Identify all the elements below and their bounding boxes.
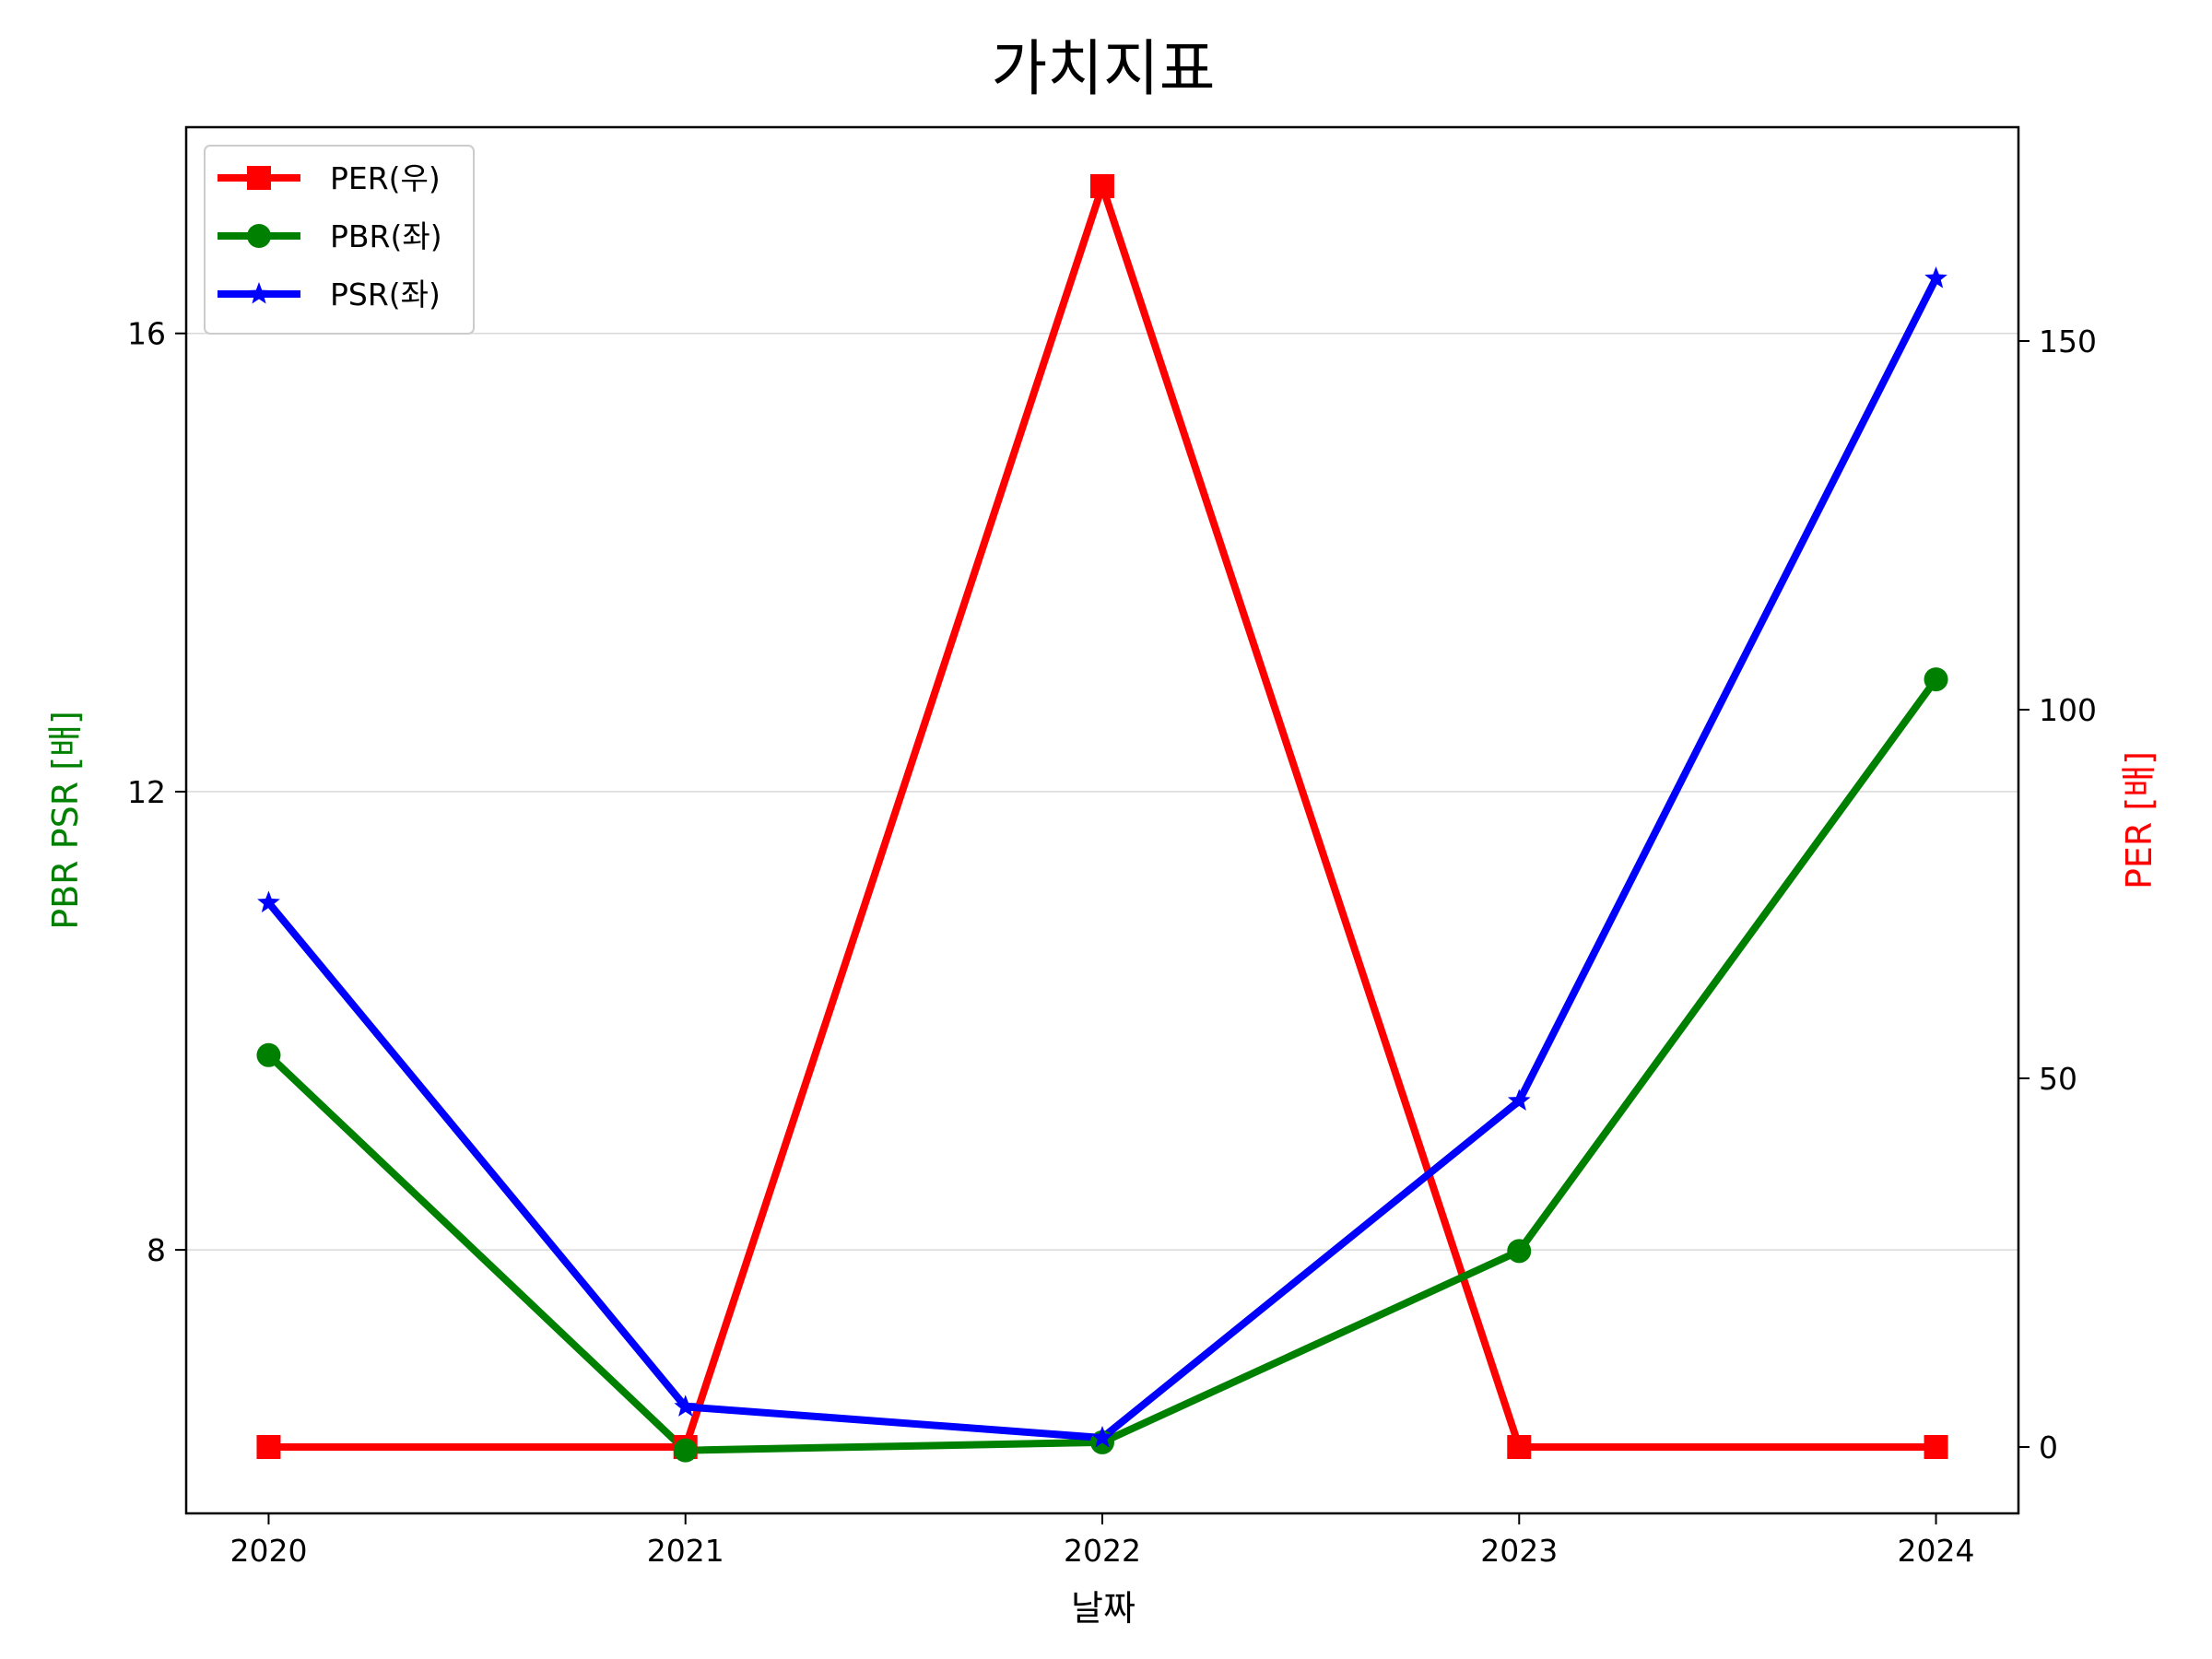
legend-entry-label: PER(우) xyxy=(330,160,441,196)
series-markers xyxy=(256,174,1948,1463)
y-left-tick-label: 12 xyxy=(127,774,166,810)
series-0-point xyxy=(1090,174,1114,198)
series-2-point xyxy=(1090,1426,1114,1448)
series-2-point xyxy=(674,1394,698,1417)
x-axis: 2020 2021 2022 2023 2024 xyxy=(229,1513,1975,1569)
x-axis-label: 날짜 xyxy=(1071,1588,1135,1629)
x-tick-label: 2022 xyxy=(1064,1533,1141,1569)
y-right-tick-label: 0 xyxy=(2039,1430,2058,1465)
grid-lines xyxy=(186,332,2018,1251)
legend-marker xyxy=(247,224,271,248)
x-tick-label: 2020 xyxy=(229,1533,307,1569)
series-2-point xyxy=(257,890,280,912)
y-axis-right: 0 50 100 150 xyxy=(2018,324,2097,1465)
series-2-point xyxy=(1507,1088,1531,1111)
series-1-point xyxy=(1507,1239,1532,1264)
series-1-point xyxy=(1924,667,1948,692)
y-axis-right-label: PER [배] xyxy=(2119,751,2159,889)
y-right-tick-label: 100 xyxy=(2039,692,2097,728)
legend-entry-label: PBR(좌) xyxy=(330,218,442,254)
y-right-tick-label: 50 xyxy=(2039,1061,2077,1097)
series-0-point xyxy=(1924,1435,1948,1459)
chart-title: 가치지표 xyxy=(992,33,1216,104)
y-left-tick-label: 16 xyxy=(127,316,166,352)
legend-marker xyxy=(247,166,271,190)
x-tick-label: 2024 xyxy=(1898,1533,1975,1569)
series-0-point xyxy=(1507,1435,1532,1459)
legend: PER(우) PBR(좌) PSR(좌) xyxy=(204,145,475,335)
series-1-point xyxy=(256,1042,281,1067)
legend-box xyxy=(204,145,475,335)
y-axis-left: 8 12 16 xyxy=(127,316,186,1268)
series-0-point xyxy=(256,1435,281,1459)
series-1-point xyxy=(673,1438,698,1463)
x-tick-label: 2021 xyxy=(647,1533,724,1569)
legend-marker xyxy=(247,282,271,304)
y-left-tick-label: 8 xyxy=(147,1232,166,1268)
x-tick-label: 2023 xyxy=(1480,1533,1558,1569)
series-2-point xyxy=(1924,266,1947,288)
legend-entry-label: PSR(좌) xyxy=(330,276,441,312)
y-axis-left-label: PBR PSR [배] xyxy=(45,711,86,930)
y-right-tick-label: 150 xyxy=(2039,324,2097,359)
